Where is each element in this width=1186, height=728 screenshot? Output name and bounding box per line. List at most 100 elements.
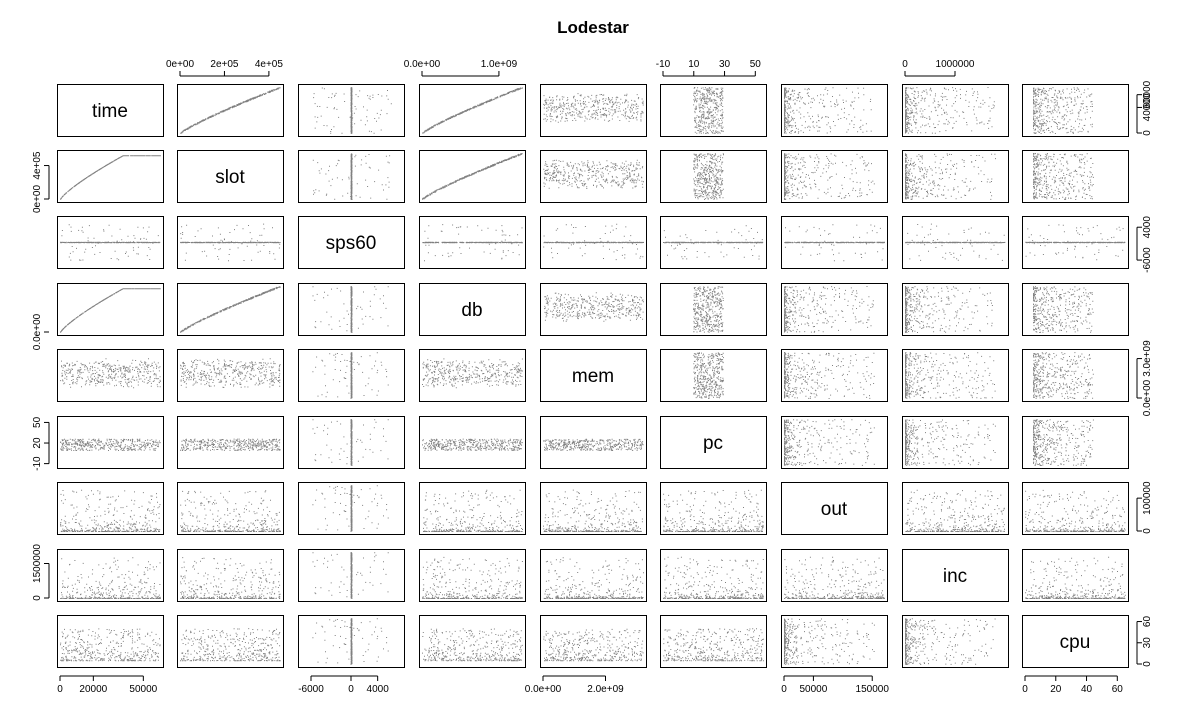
panel-inc-time-frame bbox=[57, 549, 164, 602]
bottom-tick-label-time: 0 bbox=[57, 684, 63, 695]
panel-mem-inc-point-cloud bbox=[905, 352, 996, 399]
panel-time-out-point-cloud bbox=[784, 87, 872, 134]
panel-sps60-out-points bbox=[784, 224, 885, 262]
panel-sps60-pc-points bbox=[663, 225, 764, 260]
panel-cpu-inc-points bbox=[905, 618, 996, 665]
panel-slot-db-frame bbox=[419, 150, 526, 203]
panel-inc-sps60-point-cloud bbox=[312, 552, 389, 599]
panel-sps60-slot-frame bbox=[177, 216, 284, 269]
panel-cpu-db-frame bbox=[419, 615, 526, 668]
panel-pc-time-frame bbox=[57, 416, 164, 469]
right-tick-label-mem: 0.0e+00 bbox=[1142, 379, 1153, 416]
panel-slot-cpu-frame bbox=[1022, 150, 1129, 203]
panel-sps60-cpu-points bbox=[1025, 224, 1126, 261]
panel-slot-cpu-points bbox=[1033, 153, 1094, 200]
panel-cpu-sps60-point-cloud bbox=[312, 618, 389, 665]
panel-time-time-frame bbox=[57, 84, 164, 137]
bottom-tick-label-cpu: 20 bbox=[1050, 684, 1062, 695]
panel-mem-cpu-points bbox=[1033, 352, 1094, 399]
panel-time-out-frame bbox=[781, 84, 888, 137]
panel-out-time-frame bbox=[57, 482, 164, 535]
panel-out-slot-frame bbox=[177, 482, 284, 535]
panel-inc-cpu-frame bbox=[1022, 549, 1129, 602]
panel-pc-slot-points bbox=[180, 438, 281, 451]
panel-slot-sps60-point-cloud bbox=[312, 153, 391, 200]
panel-pc-slot-point-cloud bbox=[180, 438, 281, 451]
panel-inc-out-points bbox=[784, 556, 885, 599]
panel-cpu-sps60-frame bbox=[298, 615, 405, 668]
diagonal-label-time: time bbox=[92, 101, 128, 122]
panel-time-inc-point-cloud bbox=[905, 87, 995, 134]
panel-pc-slot-frame bbox=[177, 416, 284, 469]
panel-pc-pc-frame bbox=[660, 416, 767, 469]
panel-inc-out-frame bbox=[781, 549, 888, 602]
panel-time-mem-points bbox=[543, 93, 644, 123]
panel-mem-time-points bbox=[60, 358, 161, 389]
panel-out-out-frame bbox=[781, 482, 888, 535]
panel-db-out-frame bbox=[781, 283, 888, 336]
panel-time-sps60-frame bbox=[298, 84, 405, 137]
panel-pc-db-frame bbox=[419, 416, 526, 469]
panel-inc-time-points bbox=[60, 557, 161, 599]
panel-slot-out-point-cloud bbox=[784, 153, 875, 200]
panel-inc-slot-frame bbox=[177, 549, 284, 602]
top-tick-label-db: 0.0e+00 bbox=[404, 59, 441, 70]
panel-inc-sps60-points bbox=[312, 552, 389, 599]
panel-inc-db-points bbox=[422, 556, 523, 599]
panel-time-pc-point-cloud bbox=[693, 87, 724, 134]
panel-db-time-point-cloud bbox=[60, 288, 161, 333]
panel-inc-pc-points bbox=[663, 556, 764, 599]
panel-cpu-mem-frame bbox=[540, 615, 647, 668]
panel-out-mem-point-cloud bbox=[543, 489, 643, 532]
panel-slot-mem-frame bbox=[540, 150, 647, 203]
panel-out-db-point-cloud bbox=[423, 489, 523, 532]
panel-slot-inc-frame bbox=[902, 150, 1009, 203]
panel-inc-mem-point-cloud bbox=[543, 557, 644, 599]
diagonal-label-slot: slot bbox=[215, 167, 245, 188]
diagonal-label-cpu: cpu bbox=[1060, 632, 1091, 653]
panel-pc-time-points bbox=[60, 438, 161, 451]
panel-time-db-point-cloud bbox=[422, 87, 523, 134]
panel-cpu-out-point-cloud bbox=[784, 618, 875, 665]
panel-sps60-slot-points bbox=[180, 223, 281, 262]
panel-slot-db-points bbox=[422, 153, 523, 200]
panel-slot-inc-points bbox=[905, 153, 996, 200]
panel-slot-cpu-point-cloud bbox=[1033, 153, 1094, 200]
right-tick-label-cpu: 30 bbox=[1142, 637, 1153, 649]
panel-frames-layer bbox=[57, 84, 1129, 668]
top-tick-label-pc: 50 bbox=[750, 59, 762, 70]
panel-db-inc-frame bbox=[902, 283, 1009, 336]
panel-slot-time-points bbox=[60, 155, 161, 200]
left-tick-label-inc: 1500000 bbox=[32, 544, 43, 583]
panel-cpu-db-points bbox=[422, 628, 523, 662]
panel-pc-mem-frame bbox=[540, 416, 647, 469]
right-tick-label-time: 60000 bbox=[1142, 80, 1153, 108]
panel-cpu-pc-point-cloud bbox=[663, 628, 764, 662]
panel-pc-sps60-points bbox=[312, 419, 389, 466]
panel-slot-pc-points bbox=[693, 153, 724, 200]
panel-slot-out-frame bbox=[781, 150, 888, 203]
panel-db-cpu-point-cloud bbox=[1033, 286, 1094, 333]
panel-mem-time-point-cloud bbox=[60, 358, 161, 389]
panel-sps60-slot-point-cloud bbox=[180, 223, 281, 262]
panel-cpu-sps60-points bbox=[312, 618, 389, 665]
panel-cpu-pc-points bbox=[663, 628, 764, 662]
panel-sps60-pc-frame bbox=[660, 216, 767, 269]
bottom-tick-label-cpu: 40 bbox=[1081, 684, 1093, 695]
panel-slot-sps60-points bbox=[312, 153, 391, 200]
panel-inc-time-point-cloud bbox=[60, 557, 161, 599]
panel-mem-db-frame bbox=[419, 349, 526, 402]
panel-time-cpu-point-cloud bbox=[1033, 87, 1093, 134]
panel-inc-mem-points bbox=[543, 557, 644, 599]
panel-out-pc-points bbox=[663, 489, 764, 532]
panel-slot-sps60-frame bbox=[298, 150, 405, 203]
panel-mem-db-points bbox=[422, 358, 523, 389]
panel-time-pc-frame bbox=[660, 84, 767, 137]
panel-out-inc-points bbox=[905, 489, 1005, 532]
panel-mem-out-frame bbox=[781, 349, 888, 402]
panel-out-cpu-points bbox=[1025, 489, 1126, 532]
panel-mem-slot-frame bbox=[177, 349, 284, 402]
panel-cpu-time-points bbox=[60, 628, 161, 662]
top-tick-label-inc: 1000000 bbox=[936, 59, 975, 70]
panel-db-slot-frame bbox=[177, 283, 284, 336]
